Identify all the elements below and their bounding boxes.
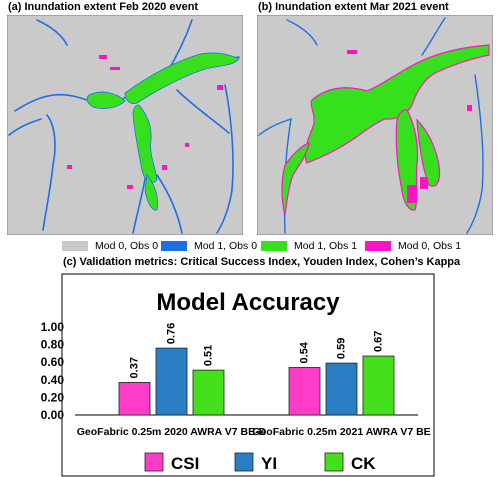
bar-yi xyxy=(325,362,358,416)
x-category-label: GeoFabric 0.25m 2020 AWRA V7 BE-D xyxy=(77,426,267,438)
x-category-label: GeoFabric 0.25m 2021 AWRA V7 BE xyxy=(252,426,430,438)
map-a-pink-extent xyxy=(67,55,223,189)
legend-swatch xyxy=(365,241,391,251)
legend-label: Mod 0, Obs 0 xyxy=(95,240,159,252)
chart-title: Model Accuracy xyxy=(156,289,340,316)
bar-value-label: 0.76 xyxy=(165,323,177,344)
legend-label: Mod 0, Obs 1 xyxy=(398,240,462,252)
map-b-green-extent xyxy=(281,44,490,216)
legend-swatch xyxy=(161,241,187,251)
map-a-background xyxy=(7,15,243,235)
bar-ck xyxy=(192,369,225,416)
map-b xyxy=(257,15,493,235)
legend-label-csi: CSI xyxy=(171,454,199,473)
legend-swatch-ck xyxy=(324,452,344,472)
legend-label: Mod 1, Obs 0 xyxy=(194,240,258,252)
legend-swatch-yi xyxy=(234,452,254,472)
map-legend: Mod 0, Obs 0 Mod 1, Obs 0 Mod 1, Obs 1 M… xyxy=(0,239,500,253)
bar-value-label: 0.54 xyxy=(298,341,310,363)
bar-value-label: 0.37 xyxy=(128,357,140,378)
y-tick-label: 0.60 xyxy=(41,355,65,369)
y-tick-label: 0.20 xyxy=(41,390,65,404)
map-a-title: (a) Inundation extent Feb 2020 event xyxy=(8,1,199,13)
accuracy-chart: Model Accuracy 0.00 0.20 0.40 0.60 0.80 1.00 0… xyxy=(41,273,435,477)
y-tick-label: 0.80 xyxy=(41,338,65,352)
bar-value-label: 0.59 xyxy=(335,338,347,359)
map-b-pink-extent xyxy=(347,50,472,203)
map-a-green-extent xyxy=(86,52,240,211)
legend-swatch xyxy=(62,241,88,251)
map-b-title: (b) Inundation extent Mar 2021 event xyxy=(258,1,449,13)
chart-panel-title: (c) Validation metrics: Critical Success… xyxy=(63,256,461,268)
y-tick-label: 1.00 xyxy=(41,320,65,334)
bar-yi xyxy=(155,347,188,416)
bar-value-label: 0.67 xyxy=(372,331,384,352)
bar-value-label: 0.51 xyxy=(202,345,214,366)
y-tick-label: 0.40 xyxy=(41,373,65,387)
bar-csi xyxy=(288,367,321,416)
legend-swatch xyxy=(261,241,287,251)
map-a xyxy=(7,15,243,235)
y-tick-label: 0.00 xyxy=(41,408,65,422)
legend-swatch-csi xyxy=(144,452,164,472)
legend-label: Mod 1, Obs 1 xyxy=(294,240,358,252)
bar-csi xyxy=(118,382,151,416)
legend-label-yi: YI xyxy=(261,454,277,473)
bar-ck xyxy=(362,355,395,416)
legend-label-ck: CK xyxy=(351,454,376,473)
